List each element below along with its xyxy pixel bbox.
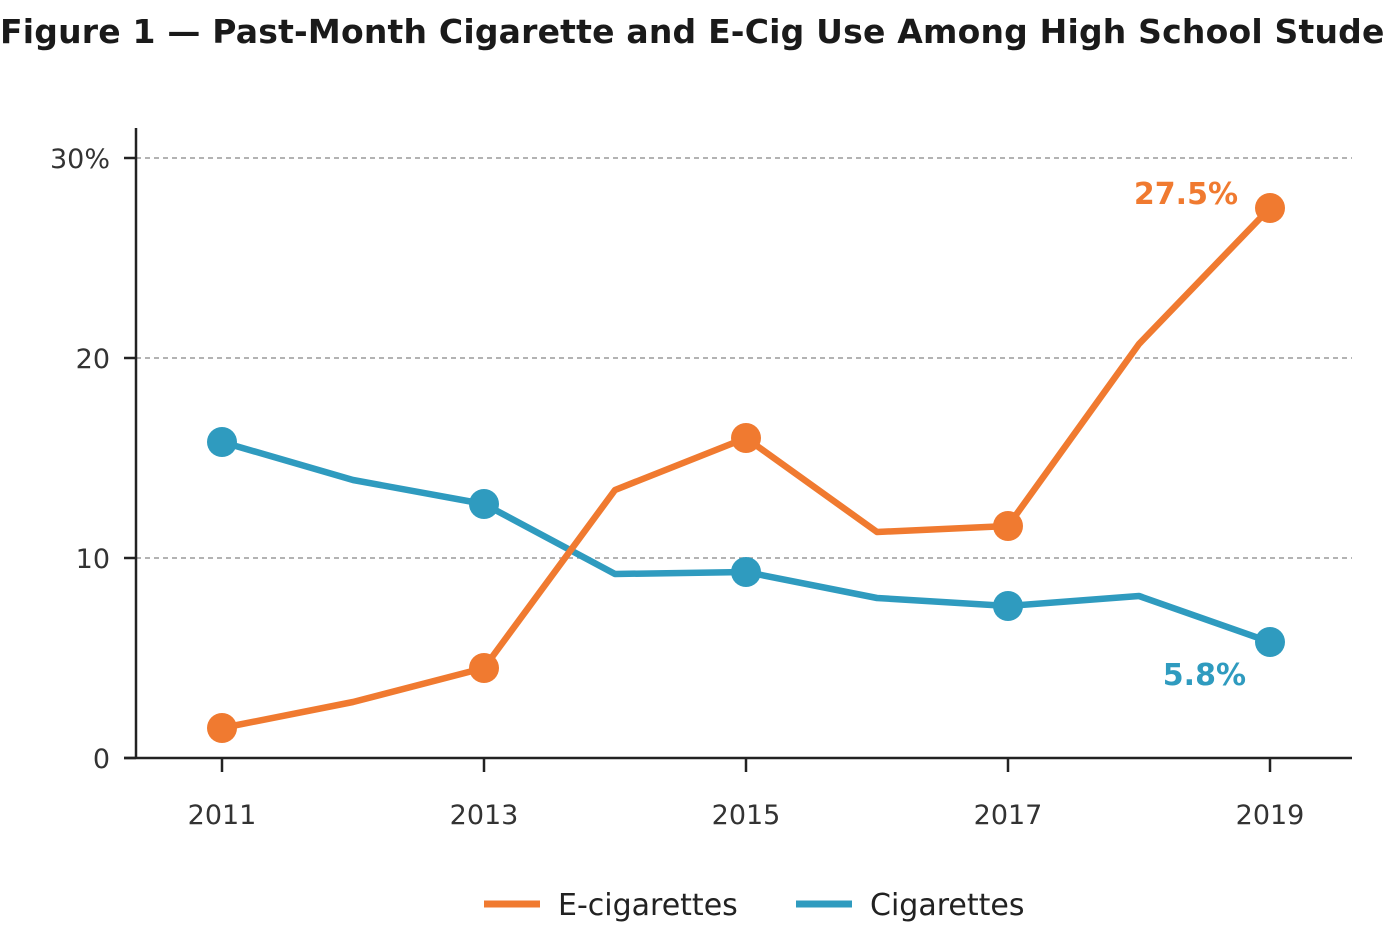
point-e-cigarettes-2015 xyxy=(731,423,761,453)
point-cigarettes-2015 xyxy=(731,557,761,587)
x-axis-ticks: 2011 2013 2015 2017 2019 xyxy=(188,758,1305,831)
legend: E-cigarettes Cigarettes xyxy=(484,888,1024,923)
legend-item-cigarettes: Cigarettes xyxy=(796,888,1024,923)
point-e-cigarettes-2019 xyxy=(1255,193,1285,223)
series-e-cigarettes xyxy=(207,193,1285,743)
legend-label-e-cigarettes: E-cigarettes xyxy=(558,888,738,923)
x-tick-label-2019: 2019 xyxy=(1236,800,1305,831)
y-tick-label-0: 0 xyxy=(93,744,110,775)
point-cigarettes-2019 xyxy=(1255,627,1285,657)
x-tick-label-2015: 2015 xyxy=(712,800,781,831)
y-axis-ticks: 0 10 20 30% xyxy=(50,144,136,775)
legend-label-cigarettes: Cigarettes xyxy=(870,888,1024,923)
point-e-cigarettes-2017 xyxy=(993,511,1023,541)
point-e-cigarettes-2013 xyxy=(469,653,499,683)
end-label-e-cigarettes: 27.5% xyxy=(1134,177,1238,212)
series-line-e-cigarettes xyxy=(218,204,1274,732)
legend-item-e-cigarettes: E-cigarettes xyxy=(484,888,738,923)
point-cigarettes-2017 xyxy=(993,591,1023,621)
end-label-cigarettes: 5.8% xyxy=(1163,658,1246,693)
series-cigarettes xyxy=(207,427,1285,657)
y-tick-label-20: 20 xyxy=(76,344,110,375)
point-e-cigarettes-2011 xyxy=(207,713,237,743)
x-tick-label-2013: 2013 xyxy=(450,800,519,831)
series-layer xyxy=(207,193,1285,743)
axes xyxy=(124,128,1352,760)
x-tick-label-2017: 2017 xyxy=(974,800,1043,831)
point-cigarettes-2013 xyxy=(469,489,499,519)
series-line-cigarettes xyxy=(218,438,1274,646)
x-tick-label-2011: 2011 xyxy=(188,800,257,831)
chart-title: Figure 1 — Past-Month Cigarette and E-Ci… xyxy=(0,12,1386,51)
y-tick-label-30: 30% xyxy=(50,144,110,175)
point-cigarettes-2011 xyxy=(207,427,237,457)
end-labels: 27.5% 5.8% xyxy=(1134,177,1246,693)
gridlines xyxy=(136,157,1352,559)
y-tick-label-10: 10 xyxy=(76,544,110,575)
